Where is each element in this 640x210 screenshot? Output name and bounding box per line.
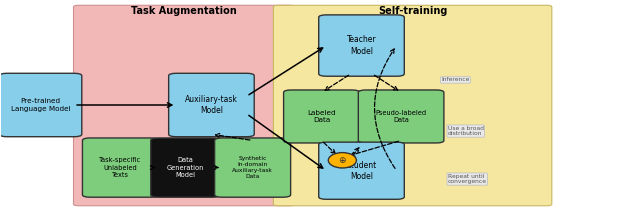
Text: Task-specific
Unlabeled
Texts: Task-specific Unlabeled Texts [99, 157, 141, 178]
Text: Teacher
Model: Teacher Model [347, 35, 376, 56]
Text: Self-training: Self-training [378, 6, 447, 16]
FancyBboxPatch shape [284, 90, 360, 143]
FancyBboxPatch shape [74, 5, 294, 206]
FancyBboxPatch shape [358, 90, 444, 143]
FancyBboxPatch shape [214, 138, 291, 197]
Text: $\oplus$: $\oplus$ [338, 155, 347, 165]
Text: Use a broad
distribution: Use a broad distribution [448, 126, 484, 136]
Text: Inference: Inference [442, 77, 470, 83]
Ellipse shape [328, 153, 356, 168]
FancyBboxPatch shape [151, 138, 220, 197]
FancyBboxPatch shape [319, 142, 404, 199]
Text: Repeat until
convergence: Repeat until convergence [448, 174, 487, 184]
Text: Task Augmentation: Task Augmentation [131, 6, 237, 16]
FancyBboxPatch shape [273, 5, 552, 206]
Text: Synthetic
In-domain
Auxiliary-task
Data: Synthetic In-domain Auxiliary-task Data [232, 156, 273, 179]
FancyBboxPatch shape [319, 15, 404, 76]
FancyBboxPatch shape [83, 138, 159, 197]
FancyBboxPatch shape [0, 73, 82, 137]
Text: Auxiliary-task
Model: Auxiliary-task Model [185, 95, 238, 115]
Text: Data
Generation
Model: Data Generation Model [167, 157, 204, 178]
Text: Pseudo-labeled
Data: Pseudo-labeled Data [376, 110, 427, 123]
Text: Pre-trained
Language Model: Pre-trained Language Model [11, 98, 70, 112]
FancyBboxPatch shape [169, 73, 254, 137]
Text: Student
Model: Student Model [346, 161, 376, 181]
Text: Labeled
Data: Labeled Data [307, 110, 336, 123]
